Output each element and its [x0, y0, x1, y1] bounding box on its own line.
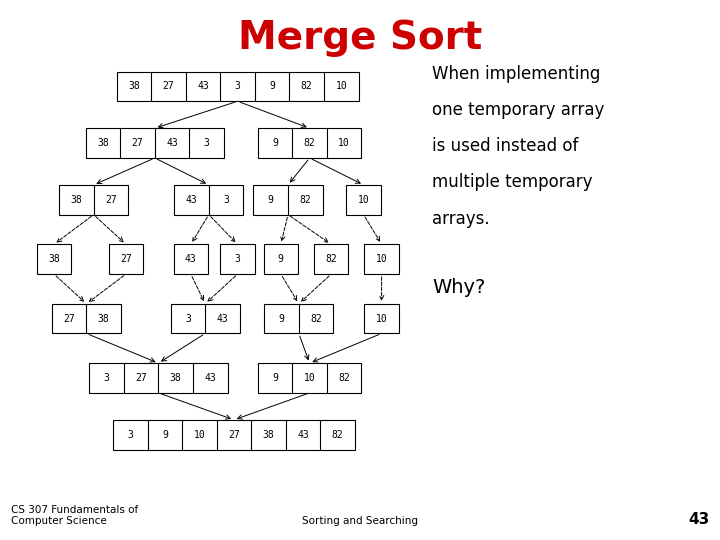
Text: 9: 9 — [279, 314, 284, 323]
Text: 10: 10 — [304, 373, 315, 383]
Text: 38: 38 — [128, 82, 140, 91]
Text: CS 307 Fundamentals of
Computer Science: CS 307 Fundamentals of Computer Science — [11, 505, 138, 526]
Text: 3: 3 — [235, 82, 240, 91]
Text: 38: 38 — [263, 430, 274, 440]
Text: 43: 43 — [217, 314, 228, 323]
Text: 10: 10 — [338, 138, 350, 148]
Text: one temporary array: one temporary array — [432, 101, 604, 119]
Text: 27: 27 — [132, 138, 143, 148]
Text: 27: 27 — [163, 82, 174, 91]
Text: 38: 38 — [71, 195, 82, 205]
Text: 82: 82 — [300, 195, 311, 205]
Text: 38: 38 — [170, 373, 181, 383]
Text: 38: 38 — [97, 138, 109, 148]
Text: 9: 9 — [268, 195, 274, 205]
Bar — [264, 303, 333, 333]
Text: 43: 43 — [166, 138, 178, 148]
Text: 38: 38 — [98, 314, 109, 323]
Bar — [314, 244, 348, 274]
Text: 82: 82 — [325, 254, 337, 264]
Text: 82: 82 — [310, 314, 322, 323]
Text: 27: 27 — [120, 254, 132, 264]
Text: 82: 82 — [304, 138, 315, 148]
Text: Merge Sort: Merge Sort — [238, 19, 482, 57]
Text: 10: 10 — [358, 195, 369, 205]
Text: 38: 38 — [48, 254, 60, 264]
Text: 43: 43 — [197, 82, 209, 91]
Bar — [37, 244, 71, 274]
Bar — [174, 185, 243, 214]
Text: When implementing: When implementing — [432, 65, 600, 83]
Bar — [174, 244, 208, 274]
Text: 82: 82 — [332, 430, 343, 440]
Text: Why?: Why? — [432, 278, 485, 297]
Bar — [364, 244, 399, 274]
Bar — [117, 71, 359, 102]
Bar — [258, 128, 361, 158]
Bar — [52, 303, 121, 333]
Text: 27: 27 — [228, 430, 240, 440]
Bar — [59, 185, 128, 214]
Bar — [220, 244, 255, 274]
Text: is used instead of: is used instead of — [432, 137, 578, 155]
Text: arrays.: arrays. — [432, 210, 490, 227]
Text: 9: 9 — [278, 254, 284, 264]
Text: 27: 27 — [63, 314, 75, 323]
Text: 3: 3 — [204, 138, 210, 148]
Text: 43: 43 — [185, 254, 197, 264]
Text: 3: 3 — [223, 195, 229, 205]
Text: 10: 10 — [376, 254, 387, 264]
Bar — [264, 244, 298, 274]
Text: 3: 3 — [127, 430, 133, 440]
Bar — [253, 185, 323, 214]
Text: 3: 3 — [235, 254, 240, 264]
Text: Sorting and Searching: Sorting and Searching — [302, 516, 418, 526]
Text: 82: 82 — [338, 373, 350, 383]
Text: 10: 10 — [336, 82, 347, 91]
Text: 27: 27 — [135, 373, 147, 383]
Bar — [113, 420, 355, 449]
Bar — [346, 185, 381, 214]
Bar — [89, 363, 228, 393]
Text: 27: 27 — [105, 195, 117, 205]
Text: 43: 43 — [186, 195, 197, 205]
Text: 9: 9 — [272, 138, 278, 148]
Bar — [86, 128, 224, 158]
Text: 43: 43 — [297, 430, 309, 440]
Text: 3: 3 — [104, 373, 109, 383]
Text: 9: 9 — [272, 373, 278, 383]
Text: multiple temporary: multiple temporary — [432, 173, 593, 191]
Text: 3: 3 — [185, 314, 191, 323]
Bar — [364, 303, 399, 333]
Text: 9: 9 — [269, 82, 275, 91]
Text: 9: 9 — [162, 430, 168, 440]
Bar — [109, 244, 143, 274]
Text: 10: 10 — [376, 314, 387, 323]
Text: 43: 43 — [204, 373, 216, 383]
Text: 82: 82 — [301, 82, 312, 91]
Text: 10: 10 — [194, 430, 205, 440]
Text: 43: 43 — [688, 511, 709, 526]
Bar — [258, 363, 361, 393]
Bar — [171, 303, 240, 333]
